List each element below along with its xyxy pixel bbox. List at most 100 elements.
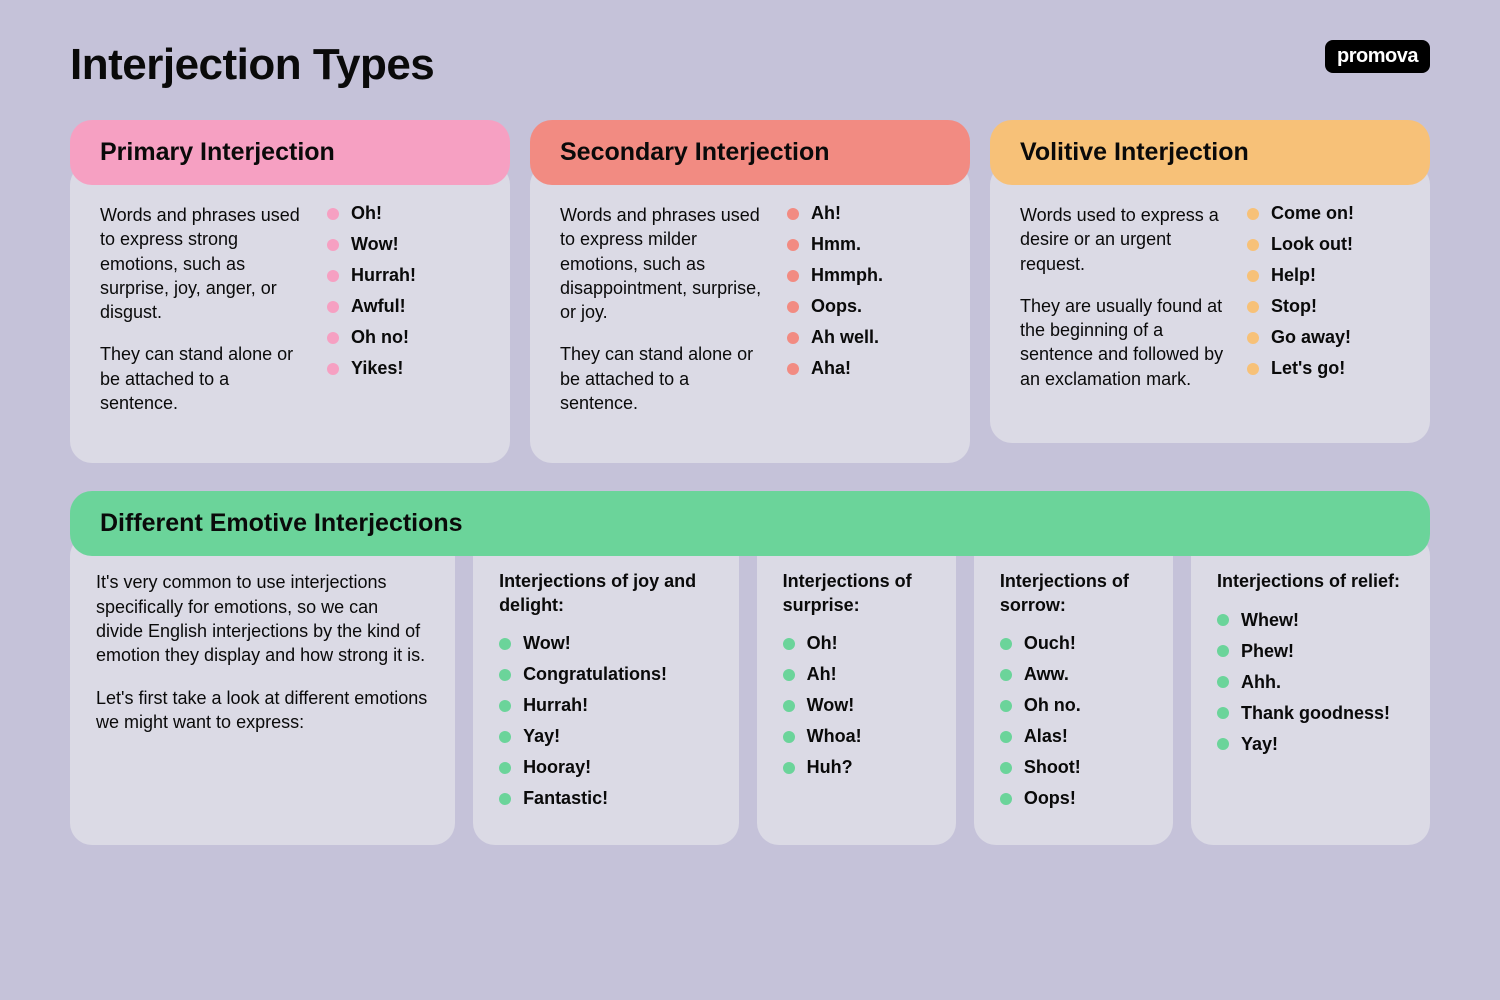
- example-item: Oops.: [787, 296, 940, 317]
- top-cards-row: Primary InterjectionWords and phrases us…: [70, 120, 1430, 463]
- example-text: Wow!: [523, 633, 571, 654]
- example-item: Ahh.: [1217, 672, 1404, 693]
- card-description: Words and phrases used to express strong…: [100, 203, 307, 433]
- example-text: Congratulations!: [523, 664, 667, 685]
- example-list: Ah!Hmm.Hmmph.Oops.Ah well.Aha!: [787, 203, 940, 433]
- example-text: Thank goodness!: [1241, 703, 1390, 724]
- example-text: Aww.: [1024, 664, 1069, 685]
- bullet-icon: [783, 669, 795, 681]
- bullet-icon: [787, 332, 799, 344]
- bullet-icon: [1247, 301, 1259, 313]
- example-text: Oh!: [807, 633, 838, 654]
- card-header: Volitive Interjection: [990, 120, 1430, 185]
- example-list: Oh!Wow!Hurrah!Awful!Oh no!Yikes!: [327, 203, 480, 433]
- bullet-icon: [1247, 208, 1259, 220]
- example-item: Oh no!: [327, 327, 480, 348]
- example-item: Go away!: [1247, 327, 1400, 348]
- example-item: Wow!: [499, 633, 713, 654]
- example-item: Look out!: [1247, 234, 1400, 255]
- desc-paragraph: They can stand alone or be attached to a…: [100, 342, 307, 415]
- bullet-icon: [499, 669, 511, 681]
- emotive-intro: It's very common to use interjections sp…: [96, 570, 429, 734]
- emotive-group-card: Interjections of surprise: Oh! Ah! Wow! Whoa…: [757, 534, 956, 845]
- bullet-icon: [783, 731, 795, 743]
- example-item: Wow!: [783, 695, 930, 716]
- example-item: Thank goodness!: [1217, 703, 1404, 724]
- example-item: Yay!: [1217, 734, 1404, 755]
- example-text: Huh?: [807, 757, 853, 778]
- bullet-icon: [1000, 762, 1012, 774]
- example-text: Whew!: [1241, 610, 1299, 631]
- desc-paragraph: Words and phrases used to express milder…: [560, 203, 767, 324]
- example-text: Go away!: [1271, 327, 1351, 348]
- example-item: Ouch!: [1000, 633, 1147, 654]
- example-text: Alas!: [1024, 726, 1068, 747]
- example-text: Hooray!: [523, 757, 591, 778]
- example-item: Awful!: [327, 296, 480, 317]
- group-title: Interjections of surprise:: [783, 570, 930, 617]
- example-text: Stop!: [1271, 296, 1317, 317]
- example-item: Alas!: [1000, 726, 1147, 747]
- bullet-icon: [787, 301, 799, 313]
- desc-paragraph: They can stand alone or be attached to a…: [560, 342, 767, 415]
- example-item: Hmmph.: [787, 265, 940, 286]
- example-text: Look out!: [1271, 234, 1353, 255]
- example-item: Yikes!: [327, 358, 480, 379]
- example-list: Come on!Look out!Help!Stop!Go away!Let's…: [1247, 203, 1400, 413]
- bullet-icon: [787, 208, 799, 220]
- example-item: Hurrah!: [499, 695, 713, 716]
- bullet-icon: [1247, 363, 1259, 375]
- card-body: Words and phrases used to express milder…: [530, 163, 970, 463]
- example-text: Wow!: [351, 234, 399, 255]
- card-body: Words used to express a desire or an urg…: [990, 163, 1430, 443]
- example-item: Phew!: [1217, 641, 1404, 662]
- example-item: Ah!: [783, 664, 930, 685]
- bullet-icon: [499, 700, 511, 712]
- card-description: Words and phrases used to express milder…: [560, 203, 767, 433]
- example-text: Come on!: [1271, 203, 1354, 224]
- bullet-icon: [1000, 638, 1012, 650]
- emotive-group-card: Interjections of joy and delight: Wow! Con…: [473, 534, 739, 845]
- example-text: Oh no.: [1024, 695, 1081, 716]
- bullet-icon: [1247, 332, 1259, 344]
- example-text: Ah well.: [811, 327, 879, 348]
- example-item: Shoot!: [1000, 757, 1147, 778]
- example-item: Fantastic!: [499, 788, 713, 809]
- group-title: Interjections of joy and delight:: [499, 570, 713, 617]
- example-item: Whoa!: [783, 726, 930, 747]
- bullet-icon: [499, 762, 511, 774]
- bullet-icon: [1217, 614, 1229, 626]
- example-text: Hmmph.: [811, 265, 883, 286]
- bullet-icon: [1000, 793, 1012, 805]
- bullet-icon: [327, 208, 339, 220]
- example-item: Huh?: [783, 757, 930, 778]
- example-text: Hurrah!: [523, 695, 588, 716]
- example-list: Oh! Ah! Wow! Whoa! Huh?: [783, 633, 930, 778]
- desc-paragraph: Let's first take a look at different emo…: [96, 686, 429, 735]
- example-item: Stop!: [1247, 296, 1400, 317]
- page-title: Interjection Types: [70, 40, 1430, 90]
- bullet-icon: [1000, 700, 1012, 712]
- card-body: Words and phrases used to express strong…: [70, 163, 510, 463]
- example-item: Hooray!: [499, 757, 713, 778]
- example-item: Whew!: [1217, 610, 1404, 631]
- example-item: Oops!: [1000, 788, 1147, 809]
- example-text: Yay!: [1241, 734, 1278, 755]
- example-text: Ah!: [807, 664, 837, 685]
- bullet-icon: [1000, 731, 1012, 743]
- example-text: Aha!: [811, 358, 851, 379]
- card-header: Secondary Interjection: [530, 120, 970, 185]
- example-list: Whew! Phew! Ahh. Thank goodness! Yay!: [1217, 610, 1404, 755]
- example-item: Oh no.: [1000, 695, 1147, 716]
- bullet-icon: [1217, 645, 1229, 657]
- example-text: Ahh.: [1241, 672, 1281, 693]
- example-text: Yikes!: [351, 358, 403, 379]
- desc-paragraph: Words used to express a desire or an urg…: [1020, 203, 1227, 276]
- bullet-icon: [1217, 676, 1229, 688]
- emotive-intro-card: It's very common to use interjections sp…: [70, 534, 455, 845]
- emotive-header: Different Emotive Interjections: [70, 491, 1430, 556]
- example-item: Ah well.: [787, 327, 940, 348]
- bullet-icon: [499, 638, 511, 650]
- example-list: Ouch! Aww. Oh no. Alas! Shoot! Oops!: [1000, 633, 1147, 809]
- bullet-icon: [327, 363, 339, 375]
